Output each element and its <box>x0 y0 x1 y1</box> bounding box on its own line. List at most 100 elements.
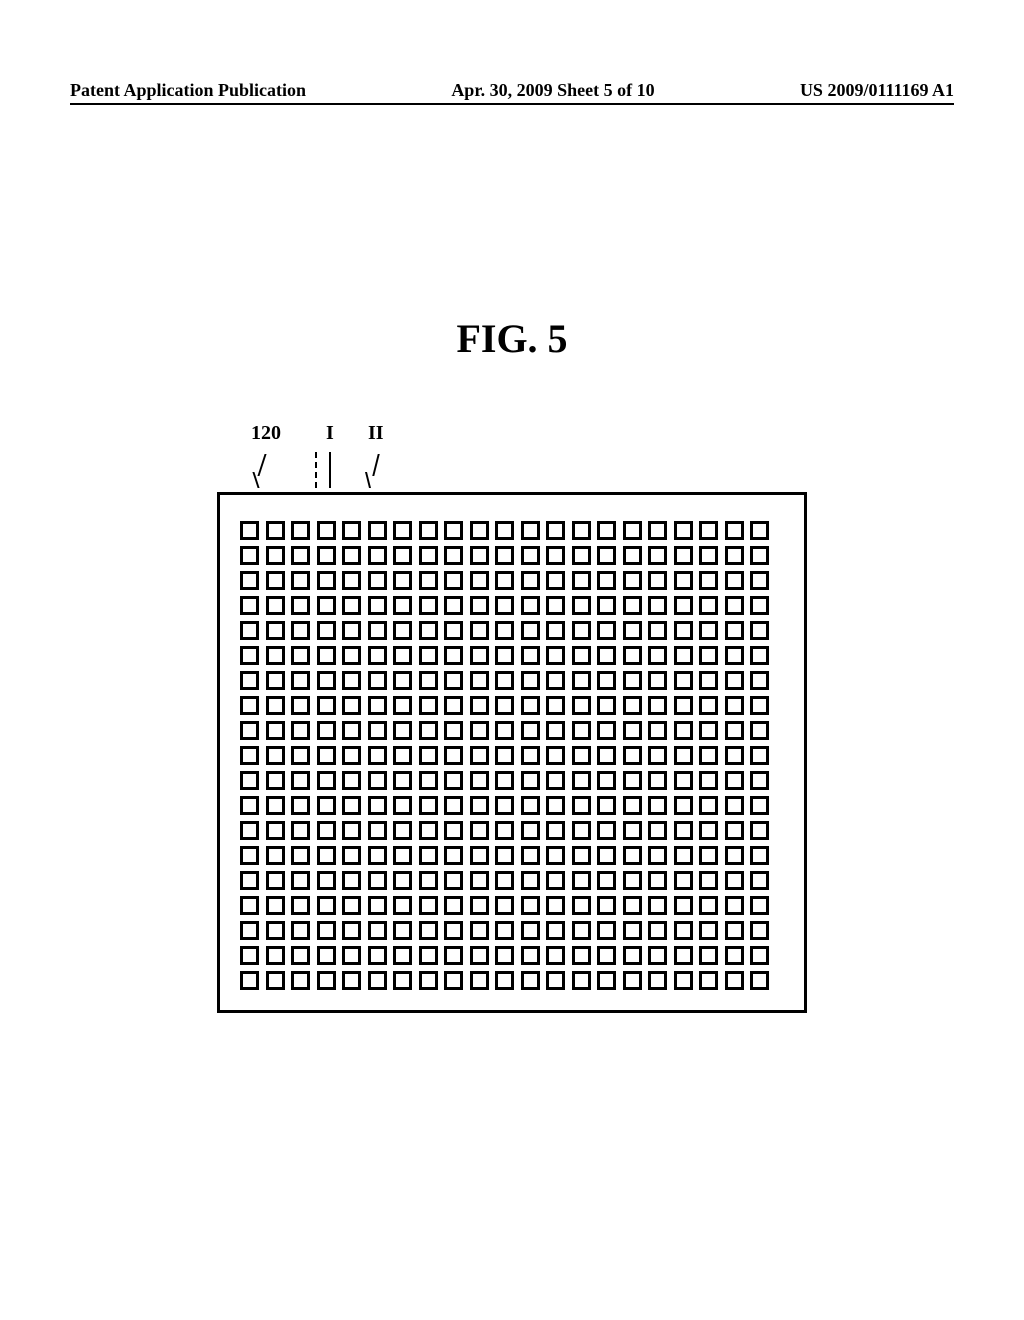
grid-cell <box>674 696 693 715</box>
grid-cell <box>725 671 744 690</box>
grid-cell <box>521 746 540 765</box>
grid-cell <box>266 596 285 615</box>
grid-cell <box>623 946 642 965</box>
grid-cell <box>623 771 642 790</box>
grid-cell <box>750 896 769 915</box>
grid-cell <box>495 896 514 915</box>
grid-cell <box>546 896 565 915</box>
grid-cell <box>342 696 361 715</box>
grid-cell <box>317 871 336 890</box>
grid-cell <box>674 721 693 740</box>
grid-cell <box>317 646 336 665</box>
grid-cell <box>648 796 667 815</box>
grid-cell <box>291 896 310 915</box>
grid-cell <box>725 546 744 565</box>
grid-cell <box>521 771 540 790</box>
grid-cell <box>546 846 565 865</box>
grid-cell <box>368 521 387 540</box>
grid-cell <box>597 846 616 865</box>
grid-cell <box>521 521 540 540</box>
grid-cell <box>470 871 489 890</box>
grid-cell <box>521 696 540 715</box>
grid-cell <box>699 671 718 690</box>
grid-cell <box>674 821 693 840</box>
grid-cell <box>291 796 310 815</box>
grid-cell <box>470 571 489 590</box>
grid-cell <box>572 621 591 640</box>
grid-cell <box>648 521 667 540</box>
grid-cell <box>266 946 285 965</box>
grid-cell <box>546 696 565 715</box>
grid-cell <box>648 771 667 790</box>
grid-cell <box>597 896 616 915</box>
grid-cell <box>368 646 387 665</box>
grid-cell <box>419 821 438 840</box>
grid-cell <box>495 596 514 615</box>
grid-row <box>240 596 784 615</box>
grid-cell <box>368 846 387 865</box>
grid-panel <box>217 492 807 1013</box>
grid-cell <box>597 671 616 690</box>
grid-cell <box>648 596 667 615</box>
grid-cell <box>342 546 361 565</box>
grid-cell <box>546 821 565 840</box>
grid-cell <box>495 846 514 865</box>
grid-row <box>240 671 784 690</box>
grid-cell <box>266 721 285 740</box>
grid-cell <box>393 971 412 990</box>
grid-cell <box>648 821 667 840</box>
grid-cell <box>648 646 667 665</box>
grid-cell <box>393 721 412 740</box>
grid-cell <box>368 671 387 690</box>
grid-cell <box>470 796 489 815</box>
grid-cell <box>572 946 591 965</box>
grid-cell <box>597 971 616 990</box>
grid-cell <box>291 921 310 940</box>
grid-cell <box>240 721 259 740</box>
grid-cell <box>419 671 438 690</box>
grid-cell <box>674 971 693 990</box>
grid-cell <box>648 846 667 865</box>
grid-cell <box>750 696 769 715</box>
grid-cell <box>240 846 259 865</box>
grid-cell <box>495 571 514 590</box>
grid-cell <box>317 921 336 940</box>
grid-cell <box>266 796 285 815</box>
grid-cell <box>674 621 693 640</box>
grid-cell <box>470 846 489 865</box>
grid-cell <box>648 971 667 990</box>
grid-cell <box>317 796 336 815</box>
grid-cell <box>725 946 744 965</box>
grid-cell <box>674 546 693 565</box>
grid-cell <box>623 846 642 865</box>
grid-cell <box>393 671 412 690</box>
grid-cell <box>266 871 285 890</box>
grid-cell <box>342 771 361 790</box>
grid-cell <box>546 721 565 740</box>
grid-cell <box>444 521 463 540</box>
grid-cell <box>674 796 693 815</box>
grid-cell <box>291 671 310 690</box>
grid-cell <box>393 546 412 565</box>
page: Patent Application Publication Apr. 30, … <box>0 0 1024 1320</box>
grid-cell <box>648 696 667 715</box>
grid-cell <box>597 946 616 965</box>
grid-cell <box>572 771 591 790</box>
grid-cell <box>699 696 718 715</box>
grid-cell <box>240 571 259 590</box>
grid-cell <box>597 596 616 615</box>
grid-cell <box>470 546 489 565</box>
grid-cell <box>572 646 591 665</box>
grid-cell <box>470 646 489 665</box>
grid-cell <box>750 921 769 940</box>
grid-cell <box>648 621 667 640</box>
grid-cell <box>699 571 718 590</box>
grid-cell <box>393 921 412 940</box>
grid-cell <box>419 846 438 865</box>
grid-cell <box>546 671 565 690</box>
grid-cell <box>368 546 387 565</box>
grid-cell <box>470 721 489 740</box>
grid-cell <box>342 846 361 865</box>
grid-cell <box>546 621 565 640</box>
grid-cell <box>648 896 667 915</box>
